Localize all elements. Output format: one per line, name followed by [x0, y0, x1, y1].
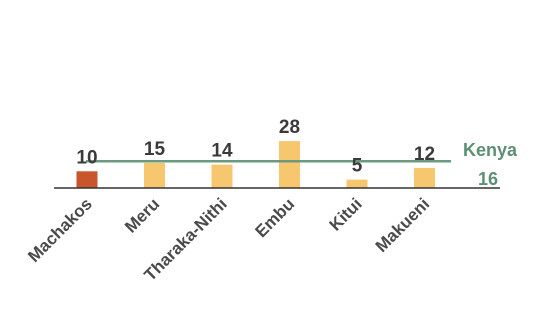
reference-name-label: Kenya	[463, 140, 518, 160]
category-label-meru: Meru	[121, 194, 163, 236]
value-label-embu: 28	[279, 117, 300, 138]
bar-embu	[279, 141, 300, 188]
reference-value-label: 16	[478, 169, 498, 189]
bar-machakos	[76, 171, 98, 189]
bar-makueni	[414, 167, 435, 188]
category-label-machakos: Machakos	[24, 194, 96, 266]
category-label-kitui: Kitui	[326, 194, 366, 234]
value-label-kitui: 5	[352, 156, 363, 177]
category-label-makueni: Makueni	[372, 194, 434, 256]
bars-group	[76, 141, 435, 189]
bar-meru	[144, 162, 165, 188]
value-label-makueni: 12	[414, 144, 435, 165]
bar-tharaka-nithi	[211, 164, 233, 188]
value-label-tharaka-nithi: 14	[211, 141, 233, 162]
value-label-meru: 15	[144, 139, 166, 160]
category-label-embu: Embu	[251, 194, 298, 241]
bar-kitui	[346, 179, 368, 188]
value-label-machakos: 10	[76, 147, 97, 168]
value-labels-group: 10 15 14 28 5 12	[76, 117, 435, 177]
